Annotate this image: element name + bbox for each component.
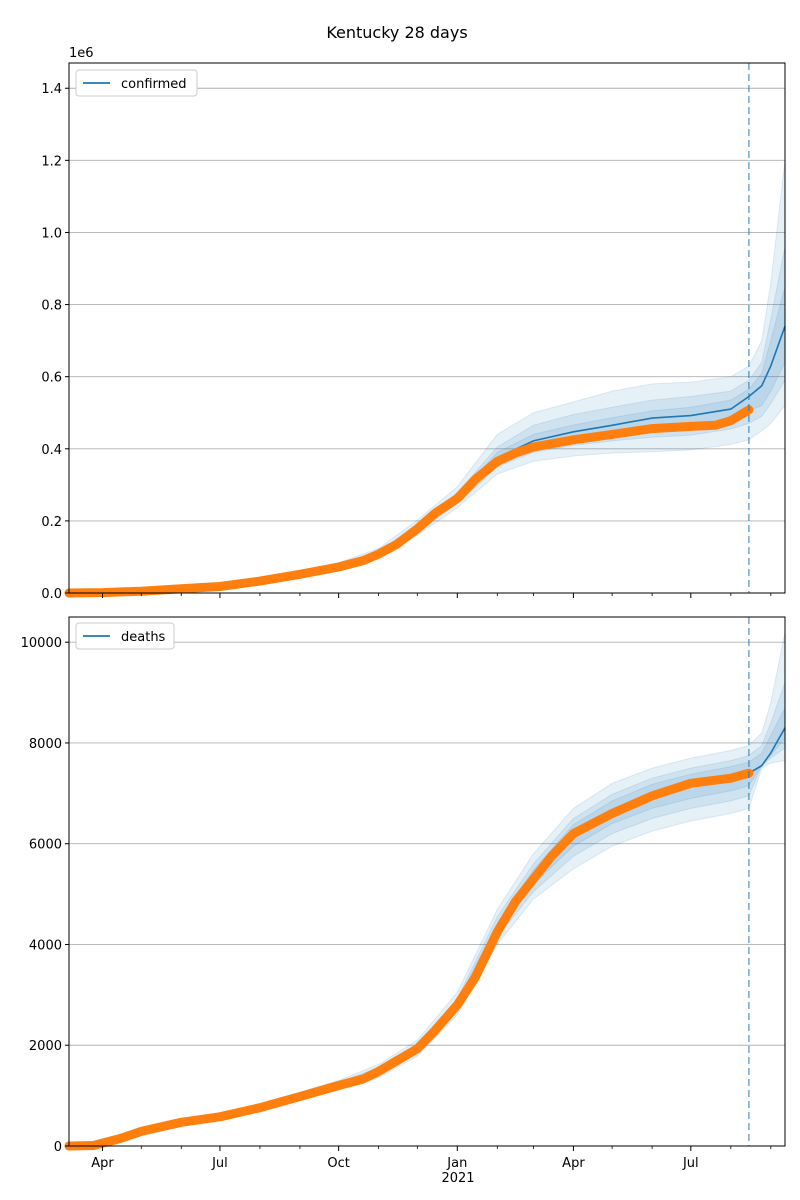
x-tick-label: Oct (327, 1156, 349, 1171)
confirmed-observed-line (64, 405, 754, 598)
deaths-legend-box (75, 622, 175, 650)
confirmed-legend: confirmed (75, 69, 198, 97)
y-tick-label: 0 (54, 1140, 62, 1155)
figure-title: Kentucky 28 days (326, 23, 467, 42)
y-tick-label: 1.4 (41, 82, 62, 97)
deaths-legend: deaths (75, 622, 175, 650)
y-tick-label: 1.0 (41, 226, 62, 241)
y-tick-label: 2000 (29, 1039, 62, 1054)
deaths-grid (69, 641, 785, 1147)
deaths-observed-line (64, 768, 754, 1151)
y-tick-label: 4000 (29, 938, 62, 953)
x-tick-label: Apr (91, 1156, 114, 1171)
y-tick-label: 8000 (29, 737, 62, 752)
deaths-legend-label: deaths (121, 630, 166, 645)
deaths-bands (68, 632, 786, 1147)
deaths-chart: 0 2000 4000 6000 8000 10000 Apr Jul Oct Jan Apr Ju… (21, 616, 786, 1186)
confirmed-grid (69, 87, 785, 594)
uncertainty-band (68, 682, 786, 1147)
y-tick-label: 1.2 (41, 154, 62, 169)
confirmed-x-ticks (102, 593, 772, 598)
x-tick-label: Jul (682, 1156, 699, 1171)
deaths-x-ticks: Apr Jul Oct Jan Apr Jul (91, 1146, 772, 1171)
x-year-label: 2021 (441, 1171, 474, 1186)
y-tick-label: 10000 (21, 636, 62, 651)
y-tick-label: 6000 (29, 838, 62, 853)
x-tick-label: Jan (446, 1156, 467, 1171)
y-tick-label: 0.6 (41, 371, 62, 386)
y-tick-label: 0.8 (41, 299, 62, 314)
x-tick-label: Apr (562, 1156, 585, 1171)
confirmed-legend-box (75, 69, 198, 97)
confirmed-legend-label: confirmed (121, 77, 187, 92)
confirmed-y-ticks: 0.0 0.2 0.4 0.6 0.8 1.0 1.2 1.4 (41, 82, 69, 602)
y-tick-label: 0.4 (41, 443, 62, 458)
deaths-plot-frame (68, 616, 786, 1147)
x-tick-label: Jul (211, 1156, 228, 1171)
y-tick-label: 0.0 (41, 587, 62, 602)
confirmed-chart: 0.0 0.2 0.4 0.6 0.8 1.0 1.2 1.4 1e6 confirmed (41, 46, 786, 602)
y-tick-label: 0.2 (41, 515, 62, 530)
confirmed-y-scale-label: 1e6 (69, 46, 94, 61)
confirmed-model-line (68, 325, 786, 594)
uncertainty-band (68, 632, 786, 1147)
confirmed-plot-frame (68, 62, 786, 594)
deaths-y-ticks: 0 2000 4000 6000 8000 10000 (21, 636, 69, 1155)
